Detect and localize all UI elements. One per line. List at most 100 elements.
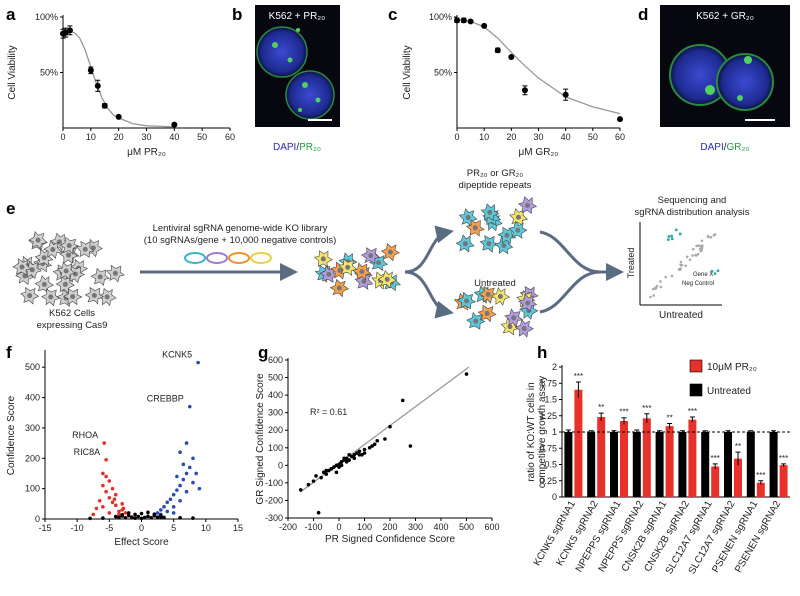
mini-dot [667, 235, 671, 238]
y-tick-label: 0 [278, 460, 283, 470]
cell-nucleus [497, 293, 503, 299]
y-tick-label: 200 [25, 453, 40, 463]
bar [610, 432, 618, 497]
bar [655, 432, 664, 497]
cell-nucleus [345, 264, 351, 270]
cell-nucleus [29, 267, 35, 273]
error-bar [689, 416, 695, 423]
point [508, 53, 515, 60]
mini-dot [695, 244, 698, 248]
x-tick-label: 15 [233, 523, 243, 533]
point [162, 505, 166, 509]
micrograph-caption: DAPI/GR₂₀ [700, 142, 749, 153]
significance: *** [756, 471, 765, 480]
point [191, 516, 195, 520]
error-bar [644, 413, 650, 423]
point [494, 47, 501, 54]
point [184, 471, 189, 476]
point [464, 372, 469, 376]
error-bar [588, 430, 594, 434]
point [165, 509, 170, 514]
cell-nucleus [63, 268, 69, 274]
arrow [404, 225, 454, 274]
cell-nucleus [91, 292, 97, 298]
error-bar [621, 417, 627, 425]
library-text: Lentiviral sgRNA genome-wide KO library [153, 223, 328, 234]
point [159, 508, 163, 512]
error-bar [781, 463, 787, 467]
mini-dot [713, 233, 717, 236]
mini-dot [691, 254, 694, 257]
point [334, 470, 339, 475]
panel-label: e [6, 199, 15, 218]
point [362, 451, 367, 455]
y-tick-label: 300 [25, 423, 40, 433]
point [178, 483, 182, 488]
cell-nucleus [41, 281, 47, 287]
cell-nucleus [501, 243, 507, 249]
point [191, 456, 195, 461]
point [372, 442, 377, 447]
x-tick-label: -200 [279, 522, 297, 532]
cell-nucleus [525, 300, 531, 306]
y-tick-label: 300 [268, 408, 283, 418]
mini-dot [652, 294, 655, 297]
fit-curve [456, 18, 621, 115]
bar [724, 432, 732, 497]
y-tick-label: 0.5 [544, 460, 557, 470]
y-tick-label: 500 [268, 373, 283, 383]
panel-label: d [638, 5, 648, 24]
point [344, 456, 349, 461]
cell-nucleus [361, 278, 367, 284]
significance: *** [619, 408, 628, 417]
point [460, 17, 467, 24]
point [360, 453, 364, 457]
x-tick-label: 0 [60, 132, 65, 142]
mini-xlabel: Untreated [659, 310, 703, 321]
y-tick-label: 1.75 [539, 378, 557, 388]
legend-label: Untreated [707, 386, 751, 397]
point [617, 116, 623, 123]
analysis-text: sgRNA distribution analysis [634, 207, 749, 218]
point [133, 516, 137, 520]
point [319, 475, 323, 480]
point [171, 511, 176, 515]
point [120, 512, 124, 517]
y-tick-label: 50% [434, 68, 452, 78]
x-tick-label: 400 [433, 522, 448, 532]
mini-dot [694, 253, 697, 257]
cell-nucleus [48, 294, 54, 300]
y-tick-label: 1 [552, 427, 557, 437]
point [357, 453, 362, 457]
panel-label: h [537, 343, 547, 362]
point [327, 468, 331, 473]
point [175, 488, 179, 492]
x-tick-label: 50 [197, 132, 207, 142]
annotation: RIC8A [74, 447, 101, 457]
cell-nucleus [41, 255, 47, 261]
point [314, 474, 318, 478]
mini-dot [666, 238, 670, 242]
mini-dot [651, 287, 655, 291]
mini-dot [691, 247, 695, 251]
point [113, 514, 118, 519]
point [181, 477, 186, 482]
point [324, 472, 329, 476]
annotation: R² = 0.61 [310, 407, 347, 417]
cell-nucleus [112, 270, 118, 276]
library-text: (10 sgRNAs/gene + 10,000 negative contro… [144, 235, 337, 246]
y-tick-label: 0 [552, 492, 557, 502]
error-bar [735, 451, 741, 466]
cell-nucleus [472, 225, 478, 231]
mini-dot [709, 236, 713, 239]
x-tick-label: 60 [615, 132, 625, 142]
point [178, 450, 182, 455]
point [87, 67, 94, 74]
point [159, 513, 163, 518]
mini-dot [697, 244, 700, 247]
caption-stain: PR₂₀ [299, 142, 321, 153]
y-tick-label: 200 [268, 425, 283, 435]
cell-nucleus [336, 285, 342, 291]
point [187, 404, 192, 409]
mini-dot [699, 249, 703, 253]
